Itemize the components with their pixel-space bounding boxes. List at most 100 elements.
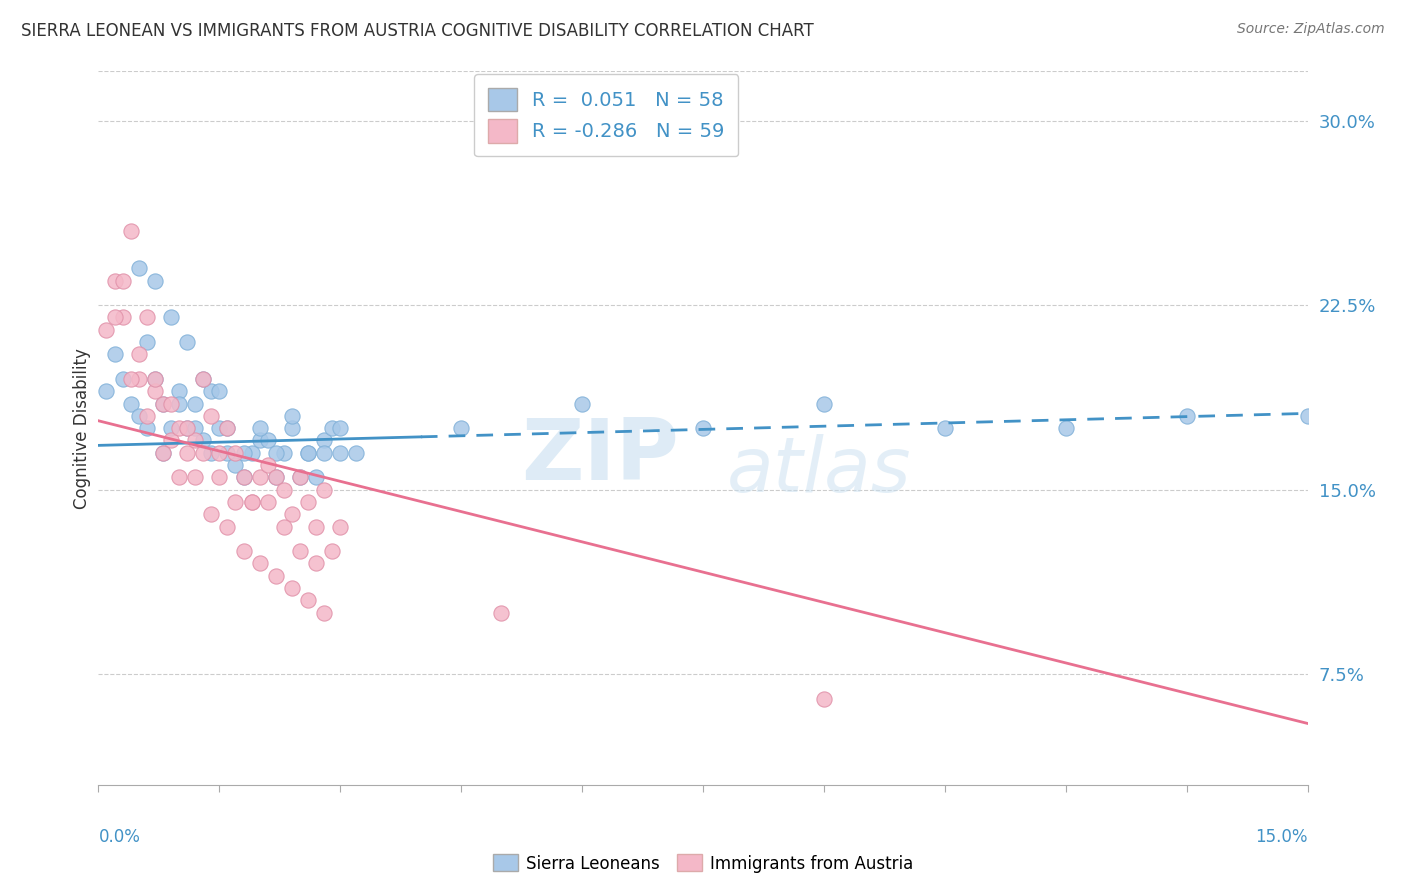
Point (288, 470, 311, 484)
Point (128, 409, 150, 423)
Point (143, 273, 166, 287)
Text: 15.0%: 15.0% (1256, 828, 1308, 846)
Point (176, 334, 198, 349)
Point (120, 372, 142, 386)
Point (281, 508, 304, 522)
Point (217, 421, 239, 435)
Point (314, 606, 336, 620)
Point (111, 310, 134, 325)
Point (167, 396, 190, 410)
Point (813, 691, 835, 706)
Point (281, 581, 304, 595)
Point (128, 372, 150, 386)
Point (249, 421, 271, 435)
Point (135, 310, 157, 325)
Legend: R =  0.051   N = 58, R = -0.286   N = 59: R = 0.051 N = 58, R = -0.286 N = 59 (474, 74, 738, 156)
Point (200, 508, 222, 522)
Point (1054, 421, 1077, 435)
Point (200, 409, 222, 423)
Point (193, 372, 215, 386)
Point (200, 446, 222, 460)
Point (111, 273, 134, 287)
Point (232, 470, 254, 484)
Point (217, 446, 239, 460)
Point (128, 347, 150, 361)
Point (128, 261, 150, 276)
Point (240, 495, 263, 509)
Point (1296, 409, 1319, 423)
Point (314, 483, 336, 497)
Point (240, 446, 263, 460)
Point (273, 446, 295, 460)
Text: atlas: atlas (727, 434, 911, 508)
Point (152, 446, 174, 460)
Point (103, 273, 125, 287)
Point (297, 446, 319, 460)
Point (314, 446, 336, 460)
Point (264, 446, 287, 460)
Point (256, 495, 278, 509)
Point (305, 470, 328, 484)
Point (314, 434, 336, 448)
Point (120, 396, 142, 410)
Point (160, 310, 183, 325)
Point (329, 421, 352, 435)
Point (273, 483, 295, 497)
Text: SIERRA LEONEAN VS IMMIGRANTS FROM AUSTRIA COGNITIVE DISABILITY CORRELATION CHART: SIERRA LEONEAN VS IMMIGRANTS FROM AUSTRI… (21, 22, 814, 40)
Point (184, 434, 207, 448)
Point (160, 434, 183, 448)
Point (184, 396, 207, 410)
Point (344, 446, 367, 460)
Point (256, 458, 278, 472)
Y-axis label: Cognitive Disability: Cognitive Disability (73, 348, 91, 508)
Legend: Sierra Leoneans, Immigrants from Austria: Sierra Leoneans, Immigrants from Austria (486, 847, 920, 880)
Point (232, 544, 254, 558)
Text: 0.0%: 0.0% (98, 828, 141, 846)
Point (297, 446, 319, 460)
Point (264, 569, 287, 583)
Text: Source: ZipAtlas.com: Source: ZipAtlas.com (1237, 22, 1385, 37)
Point (143, 384, 166, 399)
Point (143, 372, 166, 386)
Point (208, 470, 231, 484)
Point (176, 446, 198, 460)
Point (571, 396, 593, 410)
Text: ZIP: ZIP (522, 415, 679, 499)
Point (152, 396, 174, 410)
Point (288, 470, 311, 484)
Point (256, 434, 278, 448)
Point (167, 470, 190, 484)
Point (217, 421, 239, 435)
Point (103, 347, 125, 361)
Point (491, 606, 513, 620)
Point (200, 384, 222, 399)
Point (152, 446, 174, 460)
Point (813, 396, 835, 410)
Point (208, 421, 231, 435)
Point (321, 421, 343, 435)
Point (176, 421, 198, 435)
Point (232, 470, 254, 484)
Point (232, 446, 254, 460)
Point (135, 409, 157, 423)
Point (288, 544, 311, 558)
Point (217, 519, 239, 533)
Point (249, 434, 271, 448)
Point (281, 421, 304, 435)
Point (321, 544, 343, 558)
Point (934, 421, 956, 435)
Point (193, 446, 215, 460)
Point (176, 421, 198, 435)
Point (329, 519, 352, 533)
Point (111, 372, 134, 386)
Point (193, 372, 215, 386)
Point (264, 470, 287, 484)
Point (160, 396, 183, 410)
Point (273, 519, 295, 533)
Point (167, 421, 190, 435)
Point (208, 446, 231, 460)
Point (96, 384, 118, 399)
Point (249, 557, 271, 571)
Point (692, 421, 714, 435)
Point (120, 224, 142, 238)
